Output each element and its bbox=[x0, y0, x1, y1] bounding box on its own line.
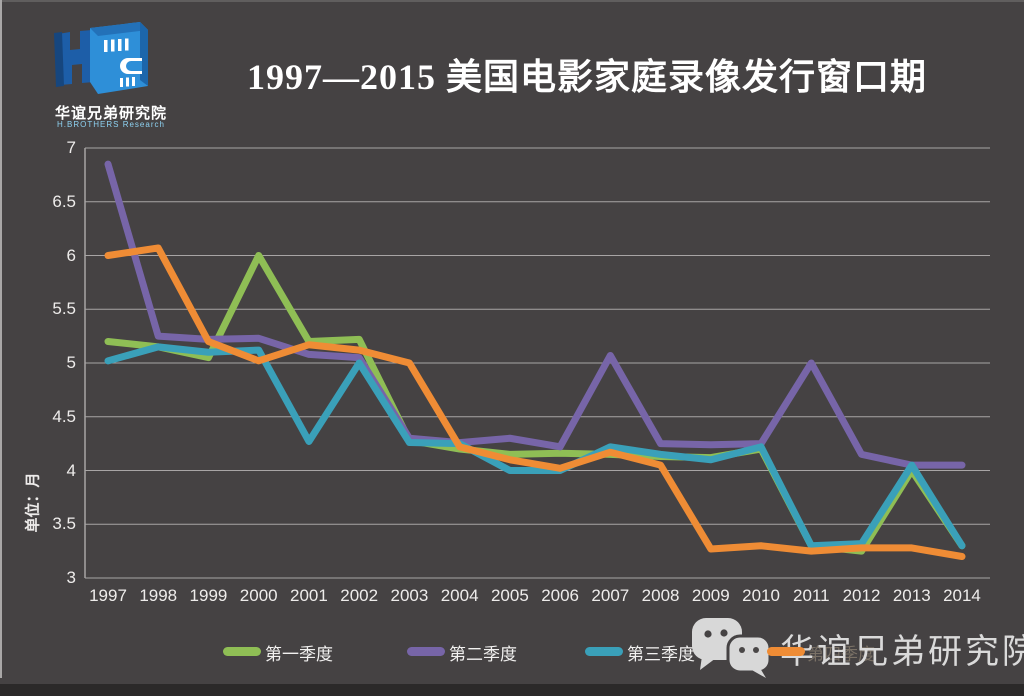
y-tick-label: 4.5 bbox=[52, 406, 76, 426]
x-tick-label: 2012 bbox=[842, 586, 881, 605]
x-tick-label: 2013 bbox=[892, 586, 931, 605]
legend-swatch-q1 bbox=[223, 647, 261, 656]
x-tick-label: 2011 bbox=[793, 586, 830, 605]
hbrothers-logo: 华谊兄弟研究院 H.BROTHERS Research bbox=[36, 20, 186, 138]
legend-swatch-q2 bbox=[407, 647, 445, 656]
y-tick-label: 6.5 bbox=[52, 191, 76, 211]
legend-swatch-q4 bbox=[767, 647, 805, 656]
x-tick-label: 2014 bbox=[943, 586, 981, 605]
wechat-watermark: 华谊兄弟研究院 bbox=[690, 612, 1024, 684]
y-tick-label: 6 bbox=[66, 245, 76, 265]
slide-top-edge bbox=[0, 0, 1024, 2]
series-line-4 bbox=[104, 244, 966, 560]
legend-label-q4: 第四季度 bbox=[807, 645, 875, 664]
legend-label-q2: 第二季度 bbox=[449, 645, 517, 664]
wechat-icon bbox=[692, 618, 772, 678]
y-axis-title: 单位：月 bbox=[25, 472, 42, 533]
x-tick-label: 2006 bbox=[541, 586, 580, 605]
x-tick-label: 1998 bbox=[139, 586, 178, 605]
y-tick-label: 7 bbox=[66, 138, 76, 157]
hbrothers-logo-icon bbox=[54, 22, 148, 94]
y-tick-label: 4 bbox=[66, 460, 76, 480]
series-line-2 bbox=[104, 160, 966, 469]
logo-company-name: 华谊兄弟研究院 bbox=[54, 105, 167, 122]
y-tick-label: 3 bbox=[66, 568, 76, 587]
y-tick-label: 5.5 bbox=[52, 299, 76, 319]
y-tick-label: 3.5 bbox=[52, 514, 76, 534]
x-tick-label: 2001 bbox=[290, 586, 328, 605]
slide-left-edge bbox=[0, 0, 2, 678]
x-tick-label: 2008 bbox=[641, 586, 680, 605]
x-tick-label: 1999 bbox=[189, 586, 228, 605]
x-tick-label: 2009 bbox=[691, 586, 730, 605]
watermark-text: 华谊兄弟研究院 bbox=[780, 634, 1024, 671]
logo-company-name-en: H.BROTHERS Research bbox=[57, 120, 165, 129]
x-tick-label: 2003 bbox=[390, 586, 429, 605]
x-tick-label: 2010 bbox=[742, 586, 780, 605]
x-tick-label: 2005 bbox=[490, 586, 529, 605]
slide-bottom-strip bbox=[0, 684, 1024, 696]
y-tick-label: 5 bbox=[66, 353, 76, 372]
chart-title: 1997—2015 美国电影家庭录像发行窗口期 bbox=[246, 57, 927, 97]
x-tick-label: 1997 bbox=[89, 586, 127, 605]
x-tick-label: 2000 bbox=[239, 586, 278, 605]
x-tick-label: 2004 bbox=[440, 586, 479, 605]
x-tick-label: 2002 bbox=[340, 586, 379, 605]
x-tick-label: 2007 bbox=[591, 586, 630, 605]
series-line-3 bbox=[104, 343, 966, 550]
legend-label-q1: 第一季度 bbox=[265, 645, 333, 664]
legend-swatch-q3 bbox=[585, 647, 623, 656]
legend-label-q3: 第三季度 bbox=[627, 645, 695, 664]
